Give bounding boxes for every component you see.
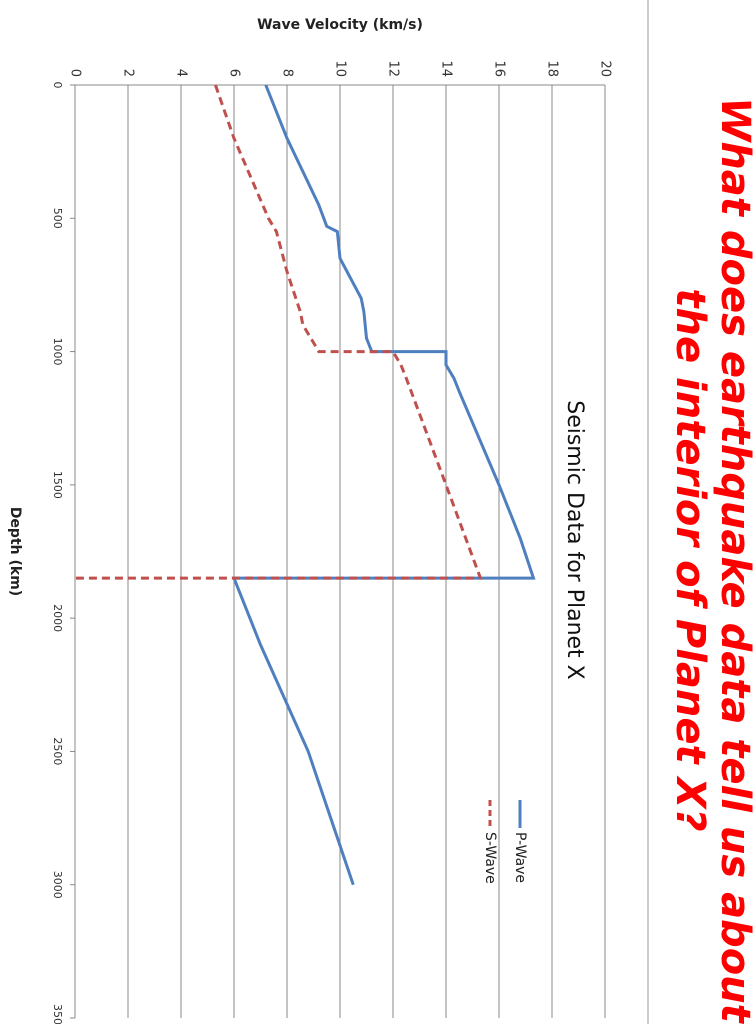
x-tick-label: 500 [51, 208, 64, 229]
y-tick-label: 12 [386, 60, 401, 77]
y-tick-label: 2 [121, 69, 136, 77]
y-tick-label: 16 [492, 60, 507, 77]
y-tick-label: 14 [439, 60, 454, 77]
x-tick-label: 1500 [51, 471, 64, 499]
y-tick-label: 20 [598, 60, 613, 77]
x-tick-label: 2000 [51, 604, 64, 632]
title-box [558, 390, 590, 690]
chart-title: Seismic Data for Planet X [562, 400, 587, 680]
y-tick-label: 0 [68, 69, 83, 77]
x-tick-label: 2500 [51, 737, 64, 765]
rotated-slide: What does earthquake data tell us about … [7, 0, 755, 1024]
x-tick-label: 3500 [51, 1004, 64, 1024]
data-line [231, 84, 536, 886]
slide-title: What does earthquake data tell us about [712, 97, 755, 1024]
legend-label: S-Wave [482, 832, 498, 884]
x-tick-label: 0 [51, 82, 64, 89]
data-line [75, 84, 483, 580]
y-tick-label: 6 [227, 69, 242, 77]
y-tick-label: 4 [174, 69, 189, 77]
y-tick-label: 18 [545, 60, 560, 77]
x-tick-label: 1000 [51, 338, 64, 366]
legend-label: P-Wave [512, 832, 528, 883]
y-axis-title: Wave Velocity (km/s) [257, 17, 423, 33]
slide-title: the interior of Planet X? [667, 288, 713, 831]
x-axis-title: Depth (km) [7, 507, 23, 596]
y-tick-label: 8 [280, 69, 295, 77]
x-tick-label: 3000 [51, 871, 64, 899]
y-tick-label: 10 [333, 60, 348, 77]
